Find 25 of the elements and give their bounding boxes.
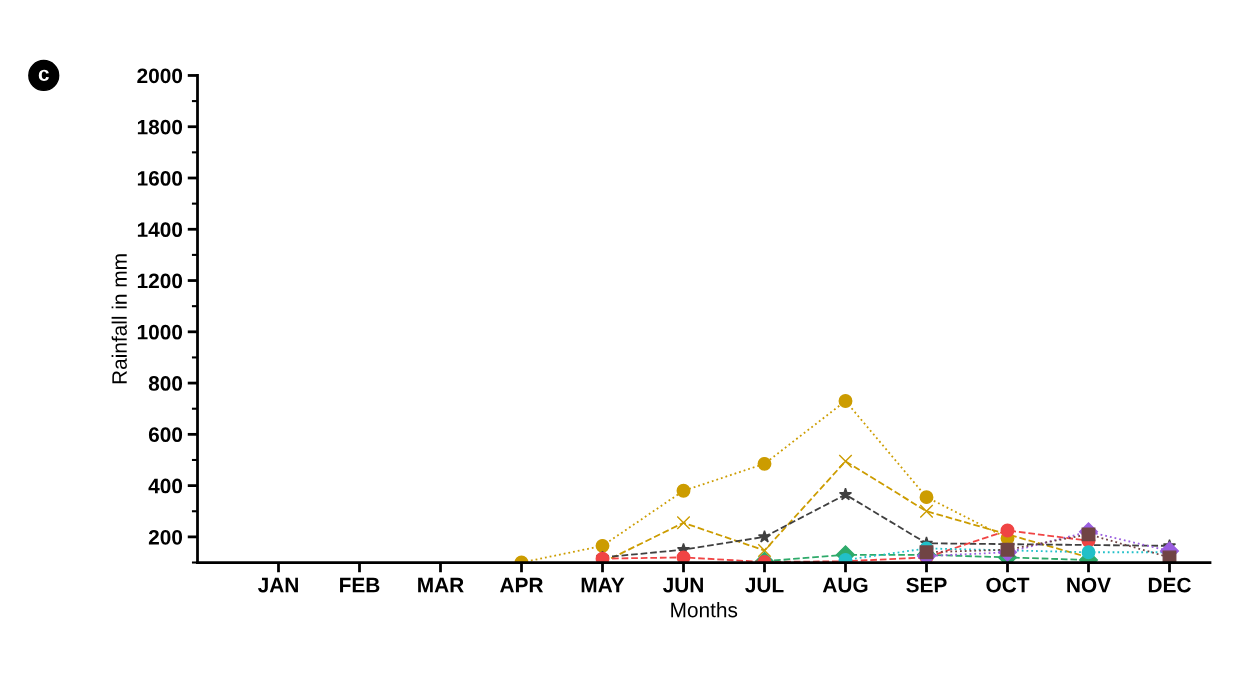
- x-tick-label: AUG: [822, 577, 868, 593]
- y-tick-label: 200: [148, 529, 183, 545]
- text: c: [38, 69, 49, 82]
- y-tick-label: 800: [148, 376, 183, 391]
- x-tick-label: JUN: [662, 577, 703, 593]
- x-tick-label: OCT: [986, 577, 1030, 593]
- x-tick-label: APR: [500, 577, 544, 593]
- y-tick-label: 1000: [137, 324, 183, 340]
- x-tick-label: FEB: [340, 577, 380, 593]
- x-tick-label: MAY: [581, 577, 625, 593]
- y-tick-label: 1800: [137, 119, 183, 135]
- x-tick-label: SEP: [906, 577, 947, 593]
- y-tick-label: 400: [148, 478, 183, 494]
- y-tick-label: 1400: [137, 222, 183, 238]
- y-tick-label: 600: [148, 427, 183, 443]
- y-tick-label: 1200: [137, 273, 183, 289]
- y-tick-label: 1600: [137, 171, 183, 186]
- x-tick-label: JAN: [257, 577, 298, 593]
- y-axis-title: Rainfall in mm: [111, 254, 127, 384]
- x-tick-label: MAR: [418, 577, 464, 593]
- x-axis-title: Months: [671, 602, 738, 618]
- x-tick-label: DEC: [1148, 577, 1191, 593]
- y-tick-label: 2000: [137, 68, 183, 84]
- x-tick-label: JUL: [745, 577, 784, 593]
- x-tick-label: NOV: [1067, 577, 1111, 593]
